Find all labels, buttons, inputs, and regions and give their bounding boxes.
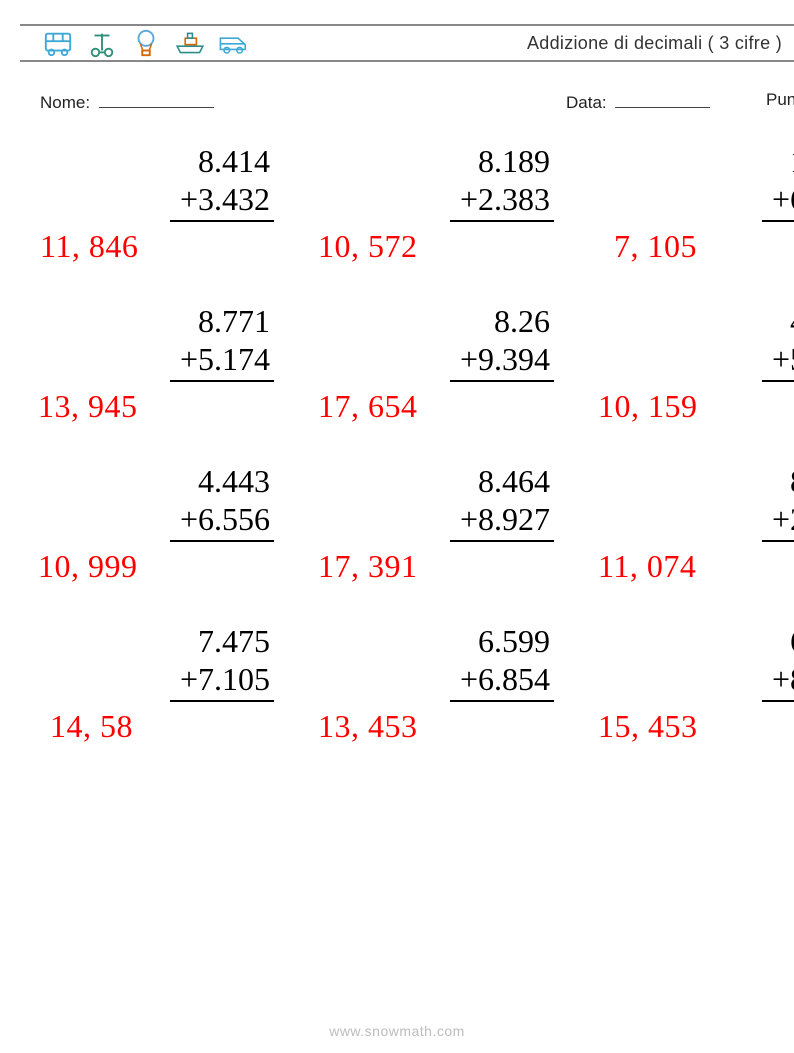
date-blank[interactable] — [615, 90, 710, 108]
sum-rule — [762, 700, 794, 702]
sum-rule — [170, 700, 274, 702]
problem-stack: 8.189+2.383 — [460, 142, 550, 222]
date-field: Data: — [566, 90, 710, 113]
problem-stack: 8.464+8.927 — [460, 462, 550, 542]
addend-top: 8.771 — [180, 302, 270, 340]
problem-stack: 4.5+5.5 — [772, 302, 794, 382]
addend-bottom: +6.0 — [772, 180, 794, 218]
problem: 4.443+6.556 10, 999 — [38, 462, 318, 622]
addend-top: 4.443 — [180, 462, 270, 500]
answer: 15, 453 — [598, 708, 698, 745]
answer: 10, 999 — [38, 548, 138, 585]
addend-top: 6.4 — [772, 622, 794, 660]
sum-rule — [170, 380, 274, 382]
sum-rule — [450, 700, 554, 702]
answer: 14, 58 — [50, 708, 133, 745]
problem-stack: 6.599+6.854 — [460, 622, 550, 702]
problem-stack: 8.26+9.394 — [460, 302, 550, 382]
sum-rule — [450, 380, 554, 382]
sum-rule — [762, 540, 794, 542]
answer: 17, 391 — [318, 548, 418, 585]
answer: 11, 074 — [598, 548, 696, 585]
addend-bottom: +6.556 — [180, 500, 270, 538]
sum-rule — [450, 540, 554, 542]
addend-top: 6.599 — [460, 622, 550, 660]
problem: 8.414+3.432 11, 846 — [38, 142, 318, 302]
sum-rule — [170, 220, 274, 222]
balloon-icon — [130, 28, 162, 58]
problem: 7.475+7.105 14, 58 — [38, 622, 318, 782]
addend-bottom: +2.9 — [772, 500, 794, 538]
problem: 8.189+2.383 10, 572 — [318, 142, 598, 302]
answer: 10, 159 — [598, 388, 698, 425]
addend-top: 4.5 — [772, 302, 794, 340]
addend-bottom: +9.394 — [460, 340, 550, 378]
problem: 8.0+2.9 11, 074 — [598, 462, 794, 622]
watermark: www.snowmath.com — [329, 1023, 465, 1039]
problem: 4.5+5.5 10, 159 — [598, 302, 794, 462]
problem-stack: 6.4+8.9 — [772, 622, 794, 702]
answer: 10, 572 — [318, 228, 418, 265]
addend-top: 7.475 — [180, 622, 270, 660]
problem-stack: 7.475+7.105 — [180, 622, 270, 702]
problems-grid: 8.414+3.43211, 8468.189+2.38310, 5721.0+… — [38, 142, 794, 782]
addend-bottom: +8.927 — [460, 500, 550, 538]
answer: 7, 105 — [614, 228, 697, 265]
addend-bottom: +2.383 — [460, 180, 550, 218]
sum-rule — [170, 540, 274, 542]
boat-icon — [174, 28, 206, 58]
addend-bottom: +5.5 — [772, 340, 794, 378]
sum-rule — [762, 220, 794, 222]
addend-top: 8.464 — [460, 462, 550, 500]
score-label: Punteggio: — [766, 90, 794, 109]
answer: 13, 945 — [38, 388, 138, 425]
scooter-icon — [86, 28, 118, 58]
problem-stack: 8.414+3.432 — [180, 142, 270, 222]
date-label: Data: — [566, 93, 607, 112]
addend-bottom: +3.432 — [180, 180, 270, 218]
problem-stack: 4.443+6.556 — [180, 462, 270, 542]
answer: 11, 846 — [40, 228, 138, 265]
problem: 8.464+8.927 17, 391 — [318, 462, 598, 622]
problem-stack: 8.771+5.174 — [180, 302, 270, 382]
addend-bottom: +5.174 — [180, 340, 270, 378]
answer: 13, 453 — [318, 708, 418, 745]
addend-top: 1.0 — [772, 142, 794, 180]
bus-icon — [42, 28, 74, 58]
name-label: Nome: — [40, 93, 90, 112]
addend-top: 8.189 — [460, 142, 550, 180]
problem: 6.599+6.854 13, 453 — [318, 622, 598, 782]
addend-bottom: +6.854 — [460, 660, 550, 698]
addend-bottom: +8.9 — [772, 660, 794, 698]
problem-stack: 1.0+6.0 — [772, 142, 794, 222]
addend-top: 8.26 — [460, 302, 550, 340]
header-band: Addizione di decimali ( 3 cifre ) — [20, 24, 794, 62]
problem: 8.771+5.174 13, 945 — [38, 302, 318, 462]
problem: 1.0+6.0 7, 105 — [598, 142, 794, 302]
problem: 6.4+8.9 15, 453 — [598, 622, 794, 782]
addend-top: 8.414 — [180, 142, 270, 180]
sum-rule — [762, 380, 794, 382]
van-icon — [218, 28, 250, 58]
name-blank[interactable] — [99, 90, 214, 108]
worksheet-title: Addizione di decimali ( 3 cifre ) — [527, 33, 782, 54]
addend-bottom: +7.105 — [180, 660, 270, 698]
sum-rule — [450, 220, 554, 222]
problem: 8.26+9.394 17, 654 — [318, 302, 598, 462]
name-field: Nome: — [40, 90, 214, 113]
icon-row — [42, 28, 250, 58]
addend-top: 8.0 — [772, 462, 794, 500]
score-field: Punteggio: — [766, 90, 794, 110]
problem-stack: 8.0+2.9 — [772, 462, 794, 542]
answer: 17, 654 — [318, 388, 418, 425]
